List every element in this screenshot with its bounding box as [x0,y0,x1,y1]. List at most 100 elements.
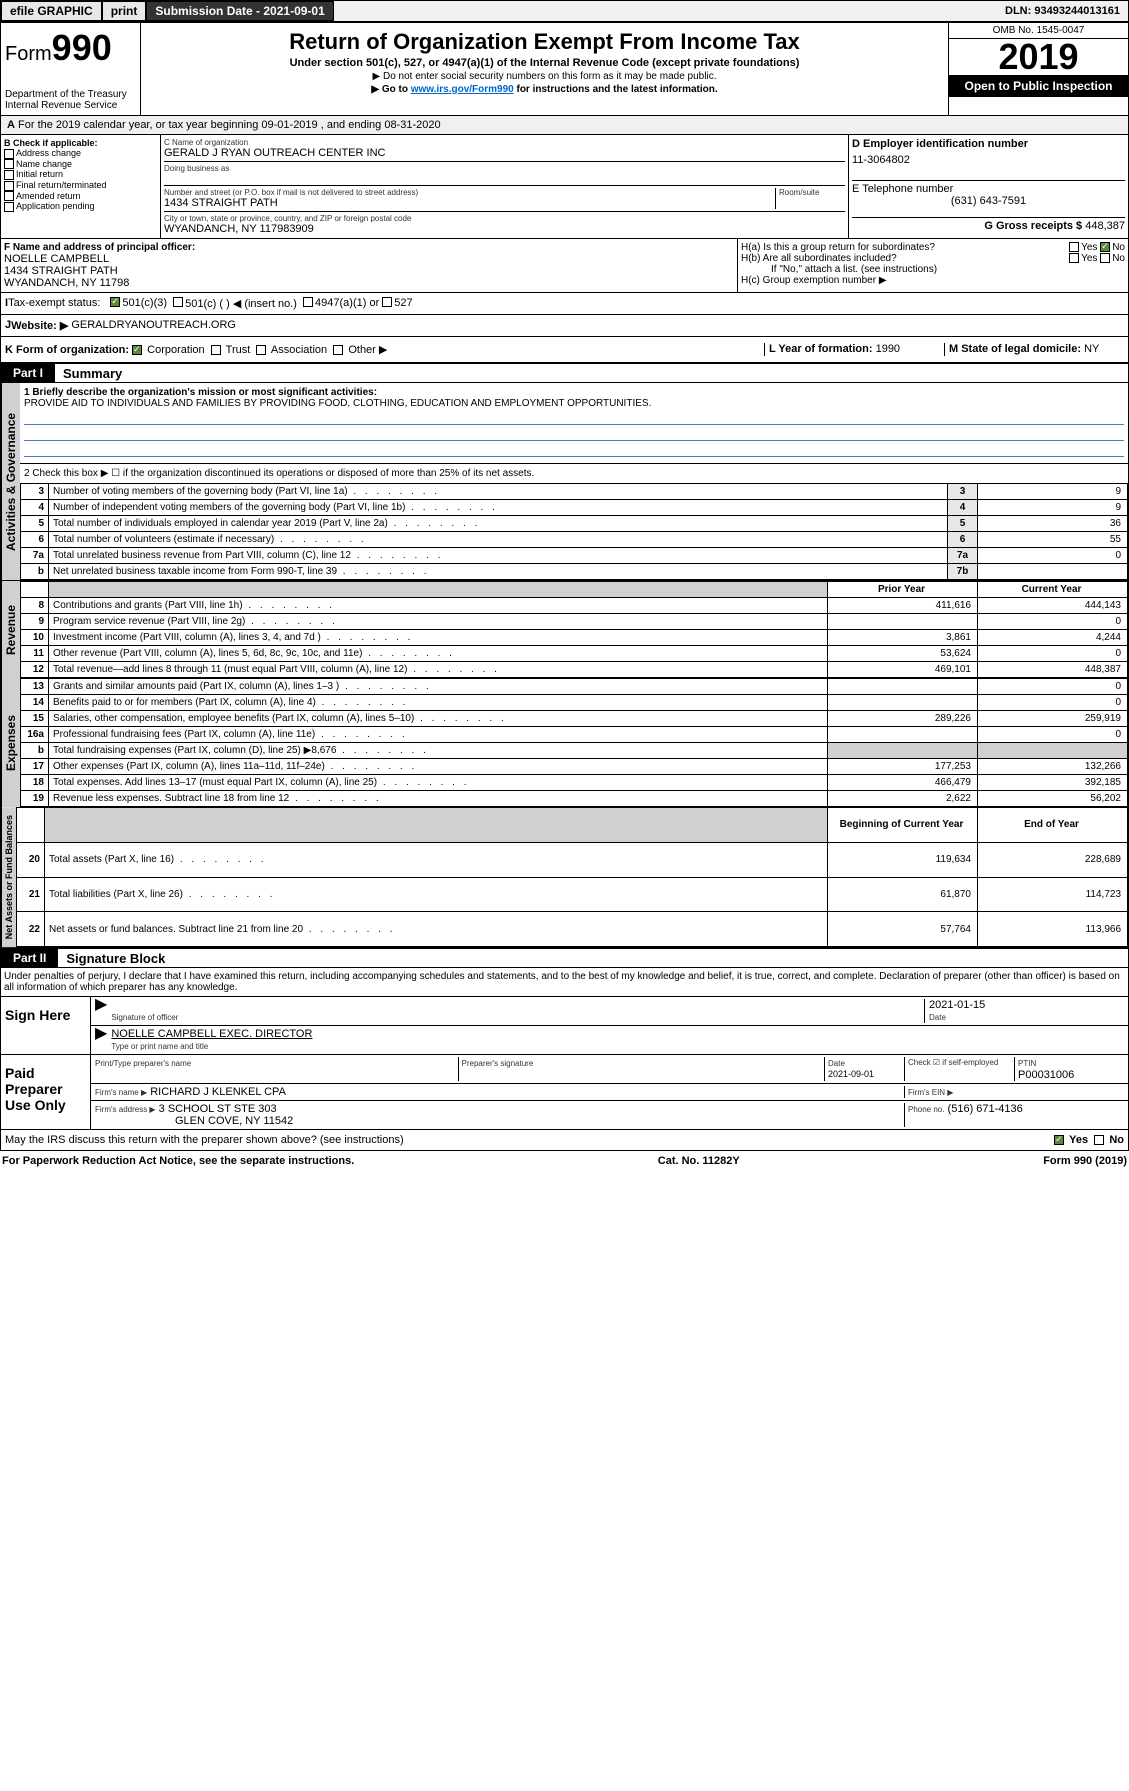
gross-label: G Gross receipts $ [984,220,1082,232]
ha-yes[interactable] [1069,242,1079,252]
table-row: 22Net assets or fund balances. Subtract … [17,912,1128,947]
ptin-value: P00031006 [1018,1069,1124,1081]
opt-501c3: 501(c)(3) [122,297,167,310]
table-row: 7aTotal unrelated business revenue from … [21,548,1128,564]
501c3-check[interactable] [110,297,120,307]
other-check[interactable] [333,345,343,355]
arrow-icon: ▶ [95,999,111,1023]
table-row: 11Other revenue (Part VIII, column (A), … [21,646,1128,662]
dept-treasury: Department of the Treasury [5,89,136,100]
hb-note: If "No," attach a list. (see instruction… [741,264,1125,275]
table-row: 9Program service revenue (Part VIII, lin… [21,614,1128,630]
j-label: Website: ▶ [11,319,68,332]
expense-block: Expenses 13Grants and similar amounts pa… [0,678,1129,807]
type-name-label: Type or print name and title [111,1042,208,1051]
table-row: 14Benefits paid to or for members (Part … [21,695,1128,711]
prep-date-label: Date [828,1059,845,1068]
amended-check[interactable] [4,191,14,201]
opt-527: 527 [394,297,412,310]
prep-name-label: Print/Type preparer's name [95,1059,191,1068]
527-check[interactable] [382,297,392,307]
opt-other: Other ▶ [348,344,387,356]
opt-amended: Amended return [16,191,81,201]
domicile: NY [1084,343,1099,355]
addr-change-check[interactable] [4,149,14,159]
table-row: bTotal fundraising expenses (Part IX, co… [21,743,1128,759]
submission-date: Submission Date - 2021-09-01 [146,1,333,21]
mission-text: PROVIDE AID TO INDIVIDUALS AND FAMILIES … [24,398,1124,409]
paid-label: Paid Preparer Use Only [1,1055,91,1129]
irs-link[interactable]: www.irs.gov/Form990 [411,84,514,95]
part1-header: Part I Summary [0,363,1129,383]
table-row: 6Total number of volunteers (estimate if… [21,532,1128,548]
print-button[interactable]: print [102,1,147,21]
table-row: 10Investment income (Part VIII, column (… [21,630,1128,646]
final-check[interactable] [4,181,14,191]
name-change-check[interactable] [4,159,14,169]
tax-year: 2019 [949,39,1128,75]
vtab-expenses: Expenses [1,678,20,807]
prep-sig-label: Preparer's signature [462,1059,534,1068]
irs-label: Internal Revenue Service [5,100,136,111]
table-row: 12Total revenue—add lines 8 through 11 (… [21,662,1128,678]
opt-name: Name change [16,159,72,169]
date-label: Date [929,1013,946,1022]
assoc-check[interactable] [256,345,266,355]
section-i: I Tax-exempt status: 501(c)(3) 501(c) ( … [0,293,1129,315]
discuss-no-label: No [1109,1134,1124,1146]
line2-text: 2 Check this box ▶ ☐ if the organization… [20,464,1128,483]
opt-final: Final return/terminated [16,180,107,190]
efile-button[interactable]: efile GRAPHIC [1,1,102,21]
opt-501c: 501(c) ( ) ◀ (insert no.) [185,297,297,310]
officer-printed: NOELLE CAMPBELL EXEC. DIRECTOR [111,1028,1124,1040]
governance-table: 3Number of voting members of the governi… [20,483,1128,580]
table-row: 8Contributions and grants (Part VIII, li… [21,598,1128,614]
table-row: bNet unrelated business taxable income f… [21,564,1128,580]
no2: No [1112,253,1125,264]
governance-block: Activities & Governance 1 Briefly descri… [0,383,1129,580]
city-value: WYANDANCH, NY 117983909 [164,223,845,235]
section-b: B Check if applicable: Address change Na… [1,135,161,238]
opt-assoc: Association [271,344,327,356]
table-row: 3Number of voting members of the governi… [21,484,1128,500]
vtab-net: Net Assets or Fund Balances [1,807,16,947]
hb-no[interactable] [1100,253,1110,263]
expense-table: 13Grants and similar amounts paid (Part … [20,678,1128,807]
ein-label: D Employer identification number [852,138,1028,150]
part1-badge: Part I [1,364,55,382]
501c-check[interactable] [173,297,183,307]
paid-preparer-block: Paid Preparer Use Only Print/Type prepar… [0,1055,1129,1130]
street-addr: 1434 STRAIGHT PATH [164,197,775,209]
firm-addr2: GLEN COVE, NY 11542 [95,1115,904,1127]
revenue-table: Prior YearCurrent Year8Contributions and… [20,581,1128,678]
entity-block: B Check if applicable: Address change Na… [0,135,1129,239]
firm-name-label: Firm's name ▶ [95,1088,147,1097]
pending-check[interactable] [4,202,14,212]
opt-initial: Initial return [16,169,63,179]
corp-check[interactable] [132,345,142,355]
check-if: Check ☑ if self-employed [908,1058,998,1067]
trust-check[interactable] [211,345,221,355]
form-header: Form990 Department of the Treasury Inter… [0,22,1129,116]
table-row: 4Number of independent voting members of… [21,500,1128,516]
4947-check[interactable] [303,297,313,307]
table-row: 17Other expenses (Part IX, column (A), l… [21,759,1128,775]
hb-yes[interactable] [1069,253,1079,263]
klm-block: K Form of organization: Corporation Trus… [0,337,1129,363]
form-number: 990 [52,27,112,68]
sign-here-block: Sign Here ▶ Signature of officer 2021-01… [0,996,1129,1055]
vtab-governance: Activities & Governance [1,383,20,580]
table-row: 5Total number of individuals employed in… [21,516,1128,532]
initial-check[interactable] [4,170,14,180]
discuss-text: May the IRS discuss this return with the… [5,1134,404,1146]
ha-label: H(a) Is this a group return for subordin… [741,242,935,253]
ptin-label: PTIN [1018,1059,1036,1068]
website-value: GERALDRYANOUTREACH.ORG [71,319,236,332]
ha-no[interactable] [1100,242,1110,252]
discuss-yes[interactable] [1054,1135,1064,1145]
l-label: L Year of formation: [769,343,873,355]
discuss-row: May the IRS discuss this return with the… [0,1130,1129,1151]
section-a-text: For the 2019 calendar year, or tax year … [18,119,441,131]
discuss-no[interactable] [1094,1135,1104,1145]
org-name: GERALD J RYAN OUTREACH CENTER INC [164,147,845,159]
